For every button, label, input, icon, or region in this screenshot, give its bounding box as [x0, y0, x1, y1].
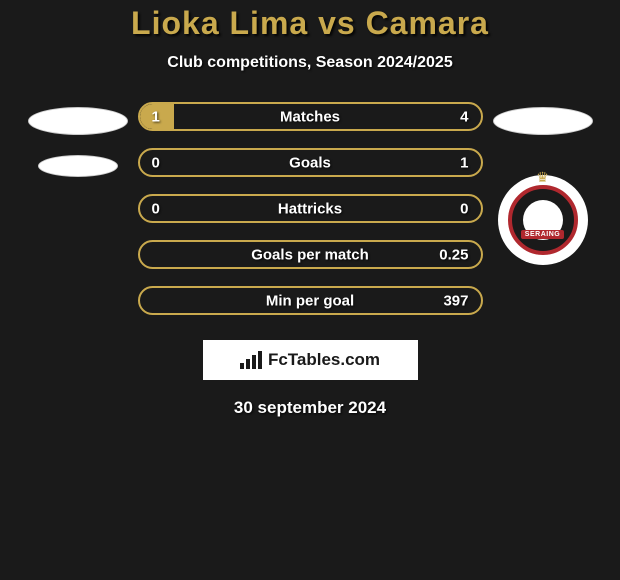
stat-row-matches: 1 Matches 4	[138, 102, 483, 131]
crown-icon: ♛	[536, 169, 549, 186]
stat-label: Hattricks	[278, 200, 342, 217]
stat-label: Matches	[280, 108, 340, 125]
stat-label: Goals	[289, 154, 331, 171]
stat-right-value: 397	[443, 292, 468, 309]
page-subtitle: Club competitions, Season 2024/2025	[0, 54, 620, 72]
brand-name: FcTables.com	[268, 350, 380, 370]
stats-chart: 1 Matches 4 0 Goals 1 0 Hattricks 0	[138, 102, 483, 315]
brand-badge: FcTables.com	[203, 340, 418, 380]
stat-right-value: 4	[460, 108, 468, 125]
bar-chart-icon	[240, 351, 262, 369]
stat-label: Min per goal	[266, 292, 354, 309]
left-badge-column	[28, 102, 128, 177]
player-avatar-placeholder-icon	[493, 107, 593, 135]
page-title: Lioka Lima vs Camara	[0, 5, 620, 42]
stat-right-value: 0.25	[439, 246, 468, 263]
stat-row-goals: 0 Goals 1	[138, 148, 483, 177]
stat-left-value: 0	[152, 154, 160, 171]
stat-label: Goals per match	[251, 246, 369, 263]
stat-row-hattricks: 0 Hattricks 0	[138, 194, 483, 223]
stat-right-value: 1	[460, 154, 468, 171]
club-logo-placeholder-icon	[38, 155, 118, 177]
stat-row-min-per-goal: Min per goal 397	[138, 286, 483, 315]
date-text: 30 september 2024	[0, 398, 620, 418]
right-badge-column: ♛ SERAING	[493, 102, 593, 265]
stat-left-value: 0	[152, 200, 160, 217]
player-avatar-placeholder-icon	[28, 107, 128, 135]
stat-left-value: 1	[152, 108, 160, 125]
main-area: 1 Matches 4 0 Goals 1 0 Hattricks 0	[0, 102, 620, 315]
stat-row-goals-per-match: Goals per match 0.25	[138, 240, 483, 269]
stat-right-value: 0	[460, 200, 468, 217]
comparison-card: Lioka Lima vs Camara Club competitions, …	[0, 0, 620, 418]
club-badge-icon: ♛ SERAING	[498, 175, 588, 265]
club-badge-inner: SERAING	[508, 185, 578, 255]
club-badge-name: SERAING	[521, 230, 564, 239]
